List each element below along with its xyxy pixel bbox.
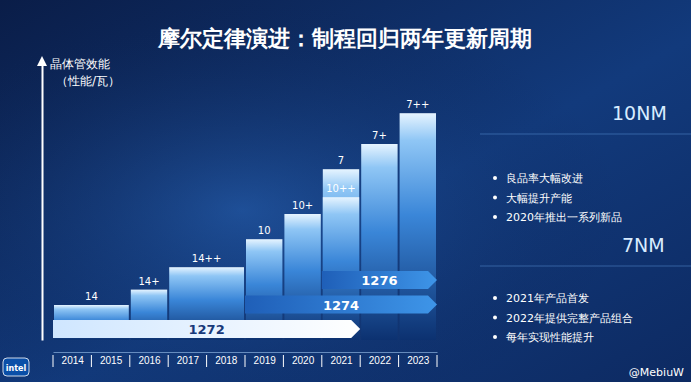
x-tick-label: 2022 — [369, 355, 392, 366]
x-tick-label: 2014 — [62, 355, 85, 366]
bar-label: 14 — [85, 291, 98, 302]
x-tick: 2016 — [138, 352, 161, 366]
annotation-divider — [480, 266, 691, 267]
bar-label: 10+ — [292, 200, 313, 211]
annotation-item: 良品率大幅改进 — [506, 172, 583, 185]
x-tick-label: 2018 — [215, 355, 238, 366]
y-axis-arrow — [37, 56, 47, 66]
logo-badge — [3, 358, 29, 376]
x-tick: 2022 — [369, 352, 392, 366]
annotation-panel: 10NM 良品率大幅改进大幅提升产能 2020年推出一系列新品7NM 2021年产品首… — [480, 102, 691, 344]
x-tick-label: 2020 — [292, 355, 315, 366]
roadmap-label: 1276 — [361, 273, 397, 288]
bullet — [493, 316, 497, 320]
y-axis-title: 晶体管效能 — [50, 57, 110, 71]
y-axis-line — [42, 61, 44, 341]
annotation-title: 7NM — [622, 234, 665, 256]
x-tick: 2017 — [177, 352, 200, 366]
bar-label: 14++ — [192, 253, 221, 264]
separator — [245, 355, 246, 367]
separator — [91, 355, 92, 367]
separator — [321, 355, 322, 367]
bullet — [493, 335, 497, 339]
x-tick: 2014 — [62, 352, 85, 366]
labels: 14 14+ 14++ 10 10+ 10++ 7 7+ 7++ 1272 12741276 — [85, 99, 429, 337]
bar-label: 10 — [258, 225, 271, 236]
x-tick-label: 2017 — [177, 355, 200, 366]
annotation-item: 2020年推出一系列新品 — [506, 211, 622, 224]
x-tick-label: 2019 — [254, 355, 277, 366]
roadmap-arrow — [322, 271, 437, 289]
separator — [283, 355, 284, 367]
annotation-item: 每年实现性能提升 — [506, 331, 594, 344]
annotation-divider — [480, 134, 691, 135]
x-tick-label: 2015 — [100, 355, 123, 366]
annotation-item: 2022年提供完整产品组合 — [506, 312, 633, 325]
bar — [323, 197, 359, 340]
x-tick: 2023 — [407, 352, 430, 366]
separator — [129, 355, 130, 367]
bullet — [493, 215, 497, 219]
separator — [206, 355, 207, 367]
roadmap-arrow — [53, 320, 360, 338]
bar — [323, 169, 359, 340]
x-tick: 2021 — [330, 352, 353, 366]
x-tick-label: 2016 — [138, 355, 161, 366]
separator — [437, 355, 438, 367]
x-axis-line — [54, 352, 438, 353]
separator — [398, 355, 399, 367]
annotation-title: 10NM — [612, 102, 667, 124]
background-glow — [0, 0, 691, 382]
separator — [53, 355, 54, 367]
separator — [168, 355, 169, 367]
annotation-item: 2021年产品首发 — [506, 292, 589, 305]
plot-area — [53, 113, 437, 340]
roadmap-label: 1272 — [189, 322, 225, 337]
logo: intel — [6, 364, 27, 373]
x-tick: 2019 — [254, 352, 277, 366]
bullet — [493, 176, 497, 180]
y-axis-title: （性能/瓦） — [56, 74, 120, 88]
x-tick: 2015 — [100, 352, 123, 366]
roadmap-arrow — [245, 296, 437, 314]
background — [0, 0, 691, 382]
bar-label: 14+ — [138, 276, 159, 287]
x-tick-label: 2021 — [330, 355, 353, 366]
bullet — [493, 296, 497, 300]
bar-label: 10++ — [326, 183, 355, 194]
bar-label: 7++ — [406, 99, 429, 110]
roadmap-label: 1274 — [323, 298, 359, 313]
watermark: @MebiuW — [629, 366, 684, 379]
title: 摩尔定律演进：制程回归两年更新周期 — [157, 26, 532, 51]
bullet — [493, 196, 497, 200]
x-tick: 2018 — [215, 352, 238, 366]
x-axis: 2014 2015 2016 2017 2018 2019 2020 2021 2022 2023 — [54, 352, 438, 366]
y-axis — [42, 61, 43, 341]
chart: 摩尔定律演进：制程回归两年更新周期 14 14+ 14++ 10 10+ 10++ 7 7+ 7+… — [0, 0, 691, 382]
separator — [360, 355, 361, 367]
x-tick: 2020 — [292, 352, 315, 366]
x-tick-label: 2023 — [407, 355, 430, 366]
bar-label: 7 — [338, 155, 344, 166]
annotation-item: 大幅提升产能 — [506, 192, 572, 205]
bar-label: 7+ — [372, 130, 387, 141]
